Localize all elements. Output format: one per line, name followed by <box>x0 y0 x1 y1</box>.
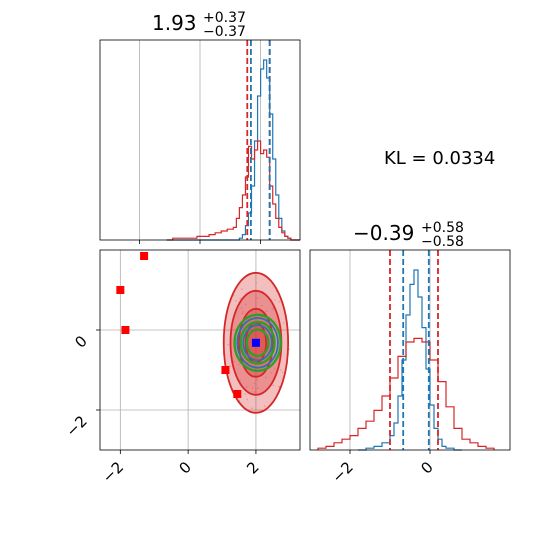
joint-sample-dot-25 <box>242 311 244 313</box>
joint-sample-dot-16 <box>265 376 267 379</box>
joint-contour-1-2 <box>245 328 270 358</box>
joint-sample-dot-66 <box>282 322 285 324</box>
joint-contour-2-1 <box>242 324 273 362</box>
marginal-panel-param-2: −2 0 <box>309 249 511 486</box>
title-upper-param-1: +0.37 <box>203 10 246 26</box>
joint-xtick-label-1: 0 <box>175 458 194 477</box>
joint-sample-dot-68 <box>249 341 251 344</box>
joint-sample-dot-1 <box>251 310 253 313</box>
p2-hist-series-1 <box>317 337 495 450</box>
joint-sample-dot-40 <box>263 405 266 407</box>
title-lower-param-2: −0.58 <box>421 234 464 250</box>
joint-sample-dot-63 <box>229 365 232 367</box>
title-lower-param-1: −0.37 <box>203 24 246 40</box>
joint-sample-dot-24 <box>261 350 264 353</box>
joint-sample-dot-29 <box>240 307 243 310</box>
joint-contour-2-0 <box>236 317 279 369</box>
joint-frame <box>99 249 301 451</box>
joint-sample-dot-72 <box>278 385 280 388</box>
joint-sample-dot-76 <box>270 371 273 374</box>
p2-hist-series-0 <box>358 269 462 451</box>
joint-sample-dot-17 <box>265 310 268 313</box>
joint-sample-dot-77 <box>257 297 259 300</box>
title-value-param-1: 1.93 <box>152 11 197 35</box>
joint-sample-dot-5 <box>244 393 247 396</box>
joint-contour-1-1 <box>239 320 276 365</box>
joint-sample-dot-79 <box>239 297 241 299</box>
joint-sample-dot-12 <box>279 369 282 371</box>
joint-sample-dot-7 <box>235 299 237 302</box>
joint-sample-dot-58 <box>272 308 275 311</box>
joint-sample-dot-71 <box>260 350 262 353</box>
joint-xtick-label-2: 2 <box>243 458 262 477</box>
joint-sample-dot-82 <box>261 304 263 307</box>
joint-sample-dot-88 <box>259 409 262 412</box>
p1-hist-series-0 <box>166 59 300 241</box>
joint-sample-dot-74 <box>257 387 259 390</box>
joint-marker-3 <box>221 366 230 374</box>
joint-marker-1 <box>116 286 125 294</box>
joint-xtick-label-0: −2 <box>99 458 127 486</box>
marginal-panel-param-1 <box>99 39 301 244</box>
joint-sample-dot-67 <box>246 398 249 401</box>
joint-sample-dot-41 <box>278 301 281 303</box>
kl-annotation: KL = 0.0334 <box>384 148 495 169</box>
joint-marker-5 <box>251 338 260 347</box>
joint-sample-dot-33 <box>272 384 275 387</box>
joint-sample-dot-9 <box>245 386 248 388</box>
joint-sample-dot-38 <box>238 363 240 366</box>
joint-sample-dot-81 <box>251 387 254 389</box>
joint-sample-dot-50 <box>256 378 258 381</box>
joint-marker-4 <box>233 390 242 398</box>
joint-sample-dot-32 <box>274 368 276 371</box>
joint-marker-0 <box>140 252 149 260</box>
joint-ytick-label-1: 0 <box>71 332 90 351</box>
joint-marker-2 <box>121 326 130 334</box>
joint-contour-1-0 <box>233 313 282 372</box>
joint-sample-dot-75 <box>255 281 258 284</box>
joint-sample-dot-10 <box>281 371 284 374</box>
joint-ytick-label-0: −2 <box>62 412 90 440</box>
joint-sample-dot-22 <box>232 360 235 363</box>
p2-frame <box>309 249 511 451</box>
joint-sample-dot-15 <box>241 312 244 315</box>
p2-xtick-label-1: 0 <box>417 458 436 477</box>
joint-sample-dot-39 <box>244 303 247 306</box>
joint-sample-dot-54 <box>253 391 256 393</box>
p1-hist-series-1 <box>166 140 300 241</box>
joint-sample-dot-80 <box>253 382 255 385</box>
joint-sample-dot-3 <box>241 288 243 290</box>
joint-sample-dot-20 <box>251 407 253 410</box>
joint-sample-dot-70 <box>274 299 276 301</box>
joint-sample-dot-35 <box>227 343 229 346</box>
title-value-param-2: −0.39 <box>353 221 414 245</box>
joint-panel: −2 0 2 −2 0 <box>62 249 301 486</box>
p2-xtick-label-0: −2 <box>328 458 356 486</box>
title-upper-param-2: +0.58 <box>421 220 464 236</box>
joint-sample-dot-23 <box>242 327 244 329</box>
